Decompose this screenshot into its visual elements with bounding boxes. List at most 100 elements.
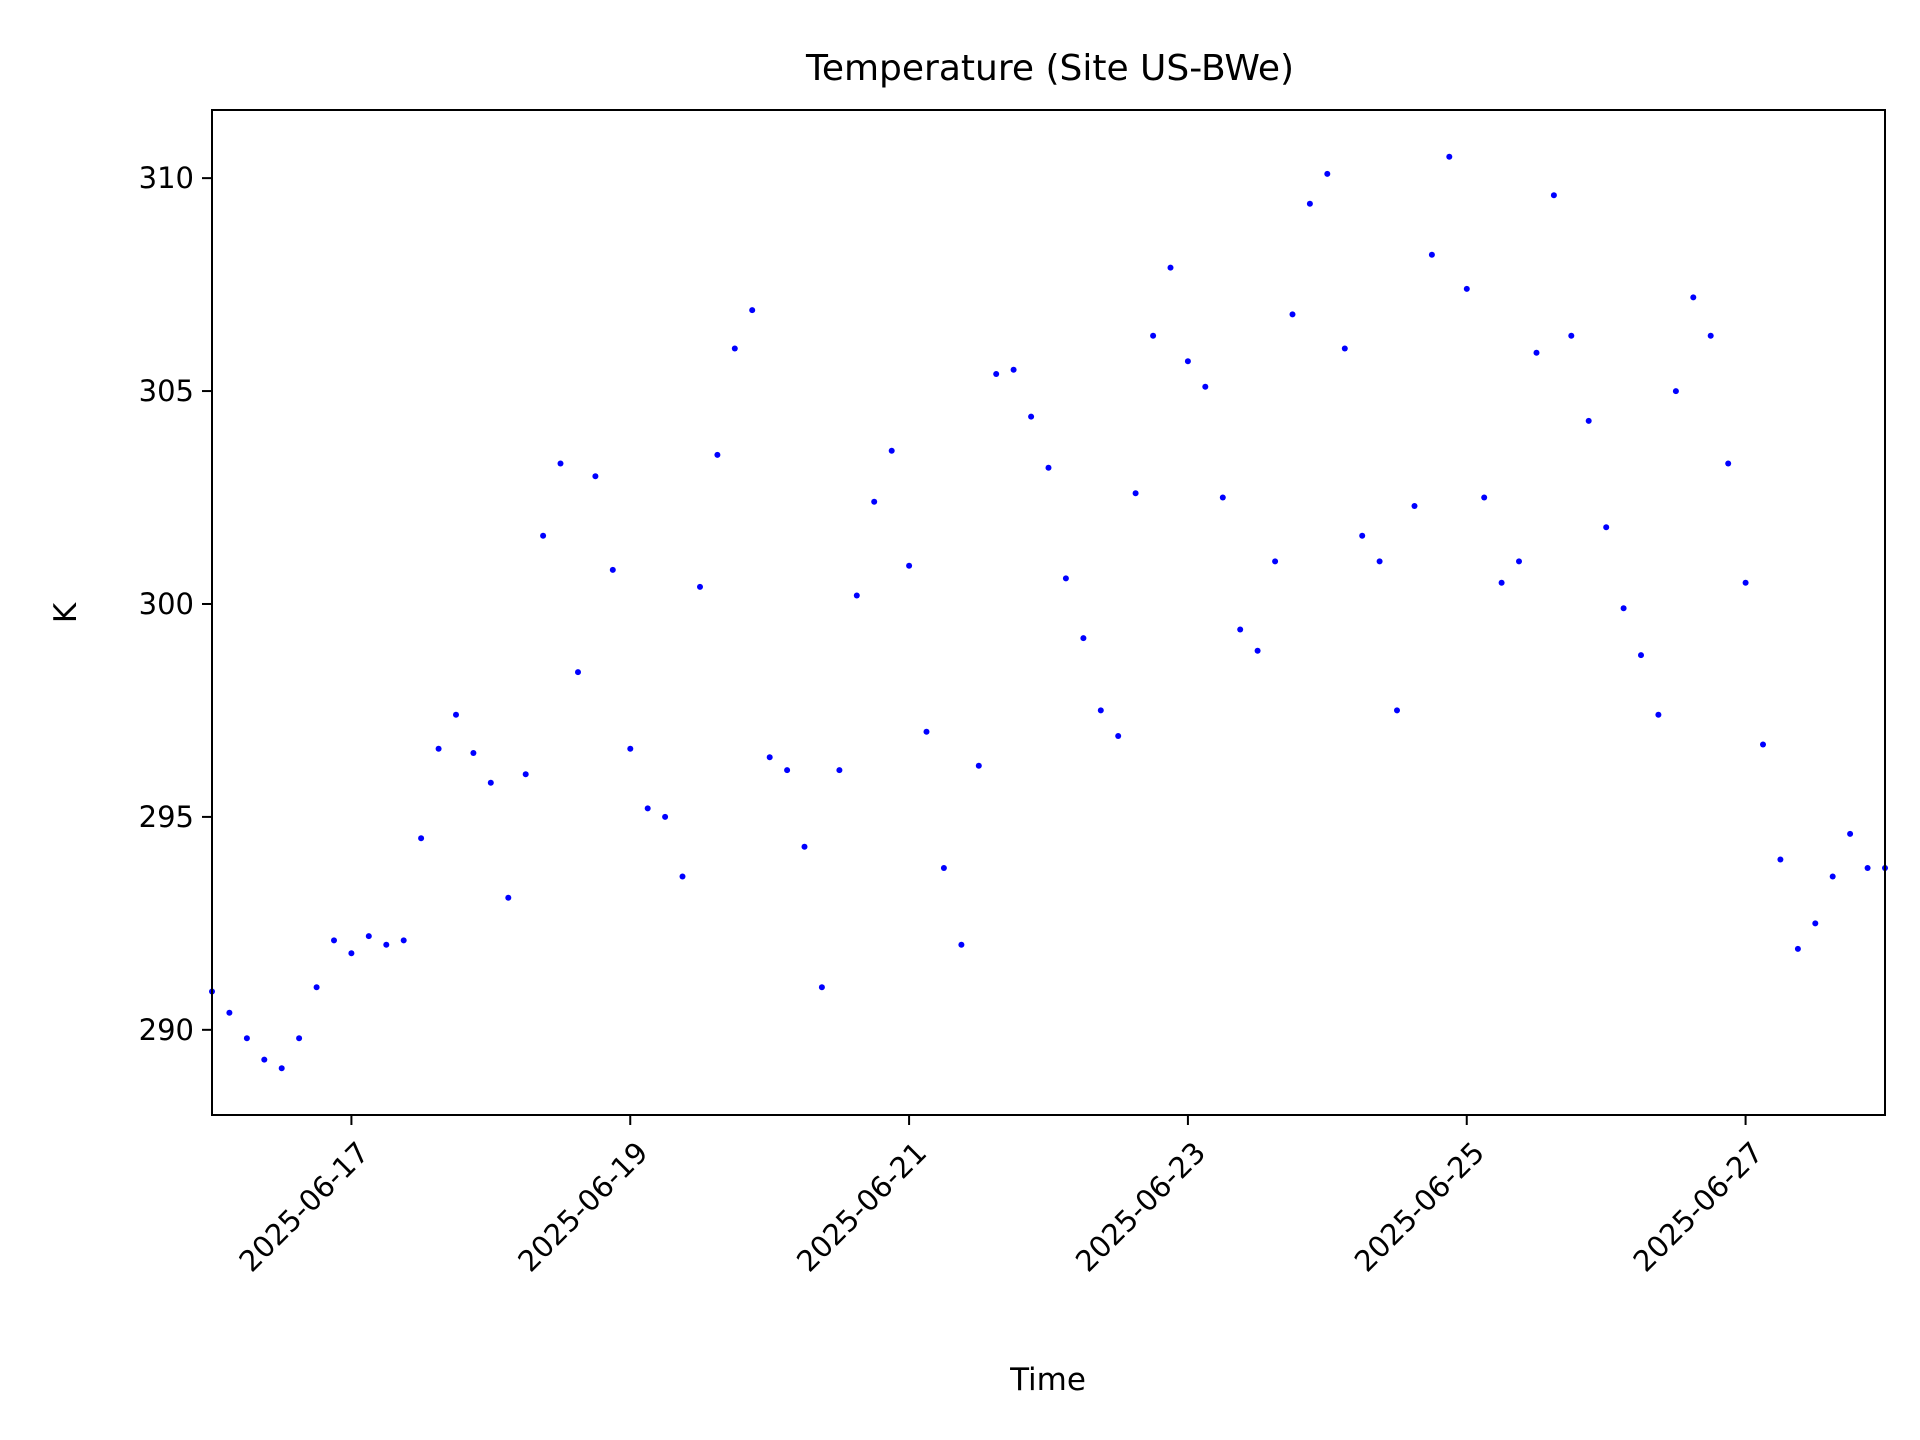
data-point (958, 942, 964, 948)
data-point (1324, 171, 1330, 177)
data-point (1621, 605, 1627, 611)
data-point (244, 1035, 250, 1041)
data-point (1743, 580, 1749, 586)
data-point (383, 942, 389, 948)
data-point (470, 750, 476, 756)
data-point (1115, 733, 1121, 739)
data-point (1516, 558, 1522, 564)
y-axis-title: K (48, 602, 84, 623)
data-point (993, 371, 999, 377)
data-point (1690, 294, 1696, 300)
data-point (1272, 558, 1278, 564)
chart-title: Temperature (Site US-BWe) (805, 48, 1294, 89)
data-point (348, 950, 354, 956)
data-point (261, 1057, 267, 1063)
x-axis-title: Time (1009, 1362, 1086, 1398)
data-point (1150, 333, 1156, 339)
data-point (924, 729, 930, 735)
data-point (732, 346, 738, 352)
data-point (505, 895, 511, 901)
data-point (802, 844, 808, 850)
data-point (1446, 154, 1452, 160)
data-point (836, 767, 842, 773)
y-tick-label: 300 (139, 587, 194, 621)
data-point (401, 937, 407, 943)
data-point (1220, 495, 1226, 501)
data-point (680, 874, 686, 880)
data-point (1377, 558, 1383, 564)
data-point (1499, 580, 1505, 586)
data-point (1429, 252, 1435, 258)
data-point (366, 933, 372, 939)
data-point (592, 473, 598, 479)
data-point (523, 771, 529, 777)
data-point (871, 499, 877, 505)
y-tick-label: 295 (139, 800, 194, 834)
data-point (976, 763, 982, 769)
data-point (1534, 350, 1540, 356)
data-point (1098, 707, 1104, 713)
data-point (1812, 920, 1818, 926)
data-point (906, 563, 912, 569)
y-tick-label: 310 (139, 161, 194, 195)
data-point (784, 767, 790, 773)
data-point (749, 307, 755, 313)
data-point (854, 593, 860, 599)
data-point (1655, 712, 1661, 718)
data-point (1865, 865, 1871, 871)
data-point (1359, 533, 1365, 539)
data-point (1795, 946, 1801, 952)
data-point (1028, 414, 1034, 420)
y-tick-label: 290 (139, 1013, 194, 1047)
y-tick-label: 305 (139, 374, 194, 408)
data-point (436, 746, 442, 752)
data-point (1551, 192, 1557, 198)
data-point (314, 984, 320, 990)
data-point (1464, 286, 1470, 292)
data-point (1847, 831, 1853, 837)
data-point (540, 533, 546, 539)
data-point (279, 1065, 285, 1071)
data-point (1185, 358, 1191, 364)
data-point (1342, 346, 1348, 352)
data-point (488, 780, 494, 786)
data-point (1080, 635, 1086, 641)
data-point (453, 712, 459, 718)
data-point (889, 448, 895, 454)
data-point (331, 937, 337, 943)
data-point (1046, 465, 1052, 471)
data-point (610, 567, 616, 573)
data-point (767, 754, 773, 760)
data-point (1168, 265, 1174, 271)
data-point (1202, 384, 1208, 390)
data-point (1708, 333, 1714, 339)
data-point (1568, 333, 1574, 339)
data-point (418, 835, 424, 841)
data-point (1777, 857, 1783, 863)
data-point (558, 461, 564, 467)
data-point (645, 805, 651, 811)
data-point (1725, 461, 1731, 467)
data-point (1011, 367, 1017, 373)
data-point (296, 1035, 302, 1041)
data-point (697, 584, 703, 590)
data-point (1063, 575, 1069, 581)
data-point (662, 814, 668, 820)
data-point (1603, 524, 1609, 530)
data-point (1290, 311, 1296, 317)
data-point (1760, 742, 1766, 748)
data-point (1673, 388, 1679, 394)
data-point (1237, 627, 1243, 633)
data-point (1638, 652, 1644, 658)
data-point (627, 746, 633, 752)
data-point (1830, 874, 1836, 880)
data-point (1586, 418, 1592, 424)
data-point (1412, 503, 1418, 509)
data-point (575, 669, 581, 675)
data-point (1307, 201, 1313, 207)
data-point (1481, 495, 1487, 501)
data-point (819, 984, 825, 990)
data-point (1255, 648, 1261, 654)
data-point (226, 1010, 232, 1016)
